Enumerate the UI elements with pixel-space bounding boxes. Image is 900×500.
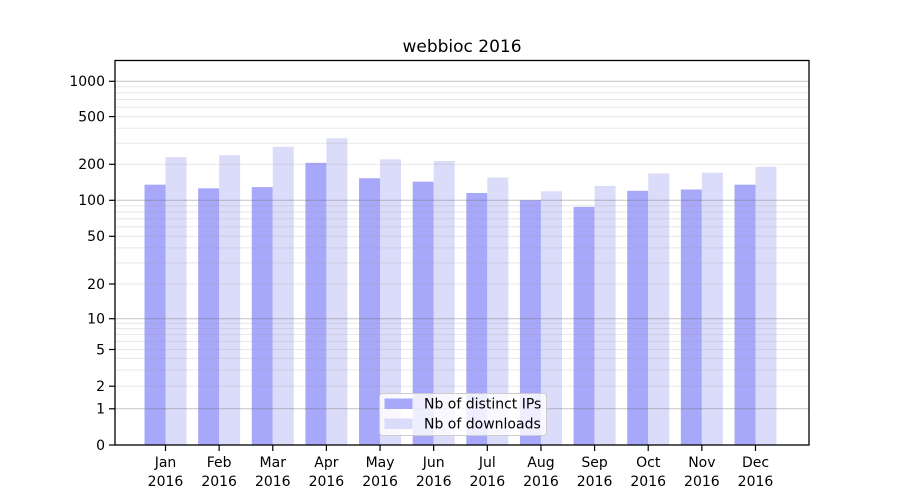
- y-tick-label-20: 20: [87, 277, 105, 293]
- legend-label-distinct-ips: Nb of distinct IPs: [424, 397, 541, 413]
- legend-box: [379, 393, 547, 436]
- bar-downloads-apr: [326, 138, 348, 445]
- bar-distinct-ips-apr: [305, 162, 327, 446]
- bar-distinct-ips-mar: [251, 187, 273, 445]
- bar-downloads-dec: [755, 166, 777, 445]
- x-tick-label-aug: Aug 2016: [523, 455, 559, 490]
- x-tick-label-dec: Dec 2016: [738, 455, 774, 490]
- y-tick-label-5: 5: [96, 342, 105, 358]
- y-tick-label-50: 50: [87, 229, 105, 245]
- axes-layer: 0 1 2 5 10 20 50 100 200 500 1000 Jan 2016 Feb 2016 Mar…: [69, 59, 810, 490]
- bar-downloads-jun: [433, 161, 455, 445]
- bar-distinct-ips-feb: [198, 188, 220, 446]
- plot-border: [114, 59, 810, 446]
- y-tick-label-1: 1: [96, 402, 105, 418]
- y-tick-label-2: 2: [96, 379, 105, 395]
- x-tick-label-jul: Jul 2016: [469, 455, 505, 490]
- x-tick-label-jun: Jun 2016: [416, 455, 452, 490]
- y-tick-label-10: 10: [87, 312, 105, 328]
- bar-distinct-ips-oct: [627, 190, 649, 445]
- y-tick-label-200: 200: [78, 157, 105, 173]
- bar-distinct-ips-may: [359, 178, 381, 445]
- y-tick-label-500: 500: [78, 109, 105, 125]
- bar-downloads-mar: [272, 146, 294, 446]
- x-tick-label-may: May 2016: [362, 455, 398, 490]
- bar-downloads-sep: [594, 185, 616, 445]
- x-tick-label-sep: Sep 2016: [577, 455, 613, 490]
- bar-distinct-ips-jan: [144, 184, 166, 445]
- x-tick-label-mar: Mar 2016: [255, 455, 291, 490]
- legend-label-downloads: Nb of downloads: [424, 417, 541, 433]
- legend-swatch-downloads: [384, 418, 413, 429]
- x-tick-label-jan: Jan 2016: [148, 455, 184, 490]
- x-tick-label-nov: Nov 2016: [684, 455, 720, 490]
- bar-distinct-ips-nov: [680, 189, 702, 445]
- chart-title: webbioc 2016: [402, 37, 521, 57]
- bar-downloads-may: [380, 159, 402, 446]
- bar-downloads-jul: [487, 177, 509, 445]
- legend-swatch-distinct-ips: [384, 398, 413, 409]
- gridlines-layer: [115, 80, 809, 410]
- bar-downloads-oct: [648, 173, 670, 445]
- bar-downloads-nov: [701, 172, 723, 445]
- bar-distinct-ips-sep: [573, 206, 595, 445]
- bar-distinct-ips-aug: [519, 200, 541, 445]
- legend: Nb of distinct IPs Nb of downloads: [379, 393, 547, 436]
- bar-distinct-ips-jul: [466, 193, 488, 445]
- bar-distinct-ips-jun: [412, 181, 434, 445]
- bar-downloads-jan: [165, 157, 187, 445]
- bar-downloads-feb: [219, 155, 241, 445]
- bar-distinct-ips-dec: [734, 184, 756, 445]
- x-tick-label-oct: Oct 2016: [630, 455, 666, 490]
- y-tick-label-0: 0: [96, 438, 105, 454]
- bars-layer: [144, 138, 777, 446]
- x-tick-label-apr: Apr 2016: [309, 455, 345, 490]
- bar-downloads-aug: [540, 191, 562, 445]
- y-tick-label-100: 100: [78, 193, 105, 209]
- y-tick-label-1000: 1000: [69, 74, 105, 90]
- x-tick-label-feb: Feb 2016: [201, 455, 237, 490]
